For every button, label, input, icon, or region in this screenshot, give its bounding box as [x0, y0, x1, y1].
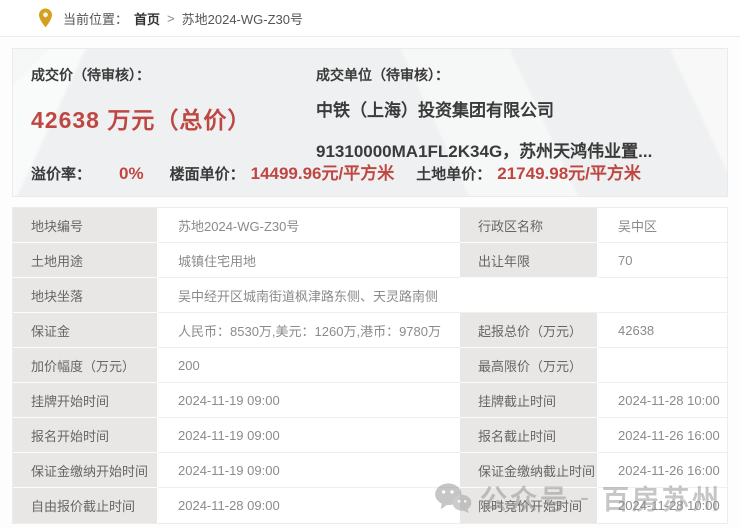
floor-price-label: 楼面单价：: [169, 166, 245, 183]
table-value-cell: 人民币：8530万,美元：1260万,港币：9780万: [158, 313, 460, 348]
deal-unit-company-name: 中铁（上海）投资集团有限公司: [316, 101, 554, 120]
table-value-cell: 2024-11-19 09:00: [158, 453, 460, 488]
table-label-cell: 出让年限: [460, 243, 598, 278]
table-row: 报名开始时间 2024-11-19 09:00 报名截止时间 2024-11-2…: [13, 418, 727, 453]
floor-price-value: 14499.96元/平方米: [250, 164, 395, 183]
deal-price-block: 成交价（待审核）： 42638 万元（总价）: [31, 65, 303, 167]
breadcrumb-separator: >: [167, 10, 175, 26]
deal-price-label: 成交价（待审核）：: [31, 67, 150, 83]
table-value-cell: 苏地2024-WG-Z30号: [158, 208, 460, 243]
table-row: 挂牌开始时间 2024-11-19 09:00 挂牌截止时间 2024-11-2…: [13, 383, 727, 418]
table-label-cell: 起报总价（万元）: [460, 313, 598, 348]
breadcrumb: 当前位置： 首页 > 苏地2024-WG-Z30号: [0, 0, 740, 37]
table-value-cell: 2024-11-28 10:00: [618, 498, 720, 513]
table-label-cell: 最高限价（万元）: [460, 348, 598, 383]
table-label-cell: 土地用途: [13, 243, 158, 278]
table-value-cell: 70: [598, 243, 727, 278]
table-value-cell: 200: [158, 348, 460, 383]
table-value-cell: 吴中区: [598, 208, 727, 243]
table-value-cell: 城镇住宅用地: [158, 243, 460, 278]
deal-unit-label: 成交单位（待审核）：: [316, 67, 449, 83]
table-value-cell: 2024-11-26 16:00: [598, 453, 727, 488]
deal-unit-company-code: 91310000MA1FL2K34G，苏州天鸿伟业置...: [316, 142, 653, 161]
table-label-cell: 自由报价截止时间: [13, 488, 158, 523]
table-row: 保证金缴纳开始时间 2024-11-19 09:00 保证金缴纳截止时间 202…: [13, 453, 727, 488]
deal-summary-card: 成交价（待审核）： 42638 万元（总价） 成交单位（待审核）： 中铁（上海）…: [12, 48, 728, 197]
table-label-cell: 挂牌开始时间: [13, 383, 158, 418]
table-row: 地块编号 苏地2024-WG-Z30号 行政区名称 吴中区: [13, 208, 727, 243]
table-label-cell: 限时竞价开始时间: [460, 488, 598, 523]
table-row: 土地用途 城镇住宅用地 出让年限 70: [13, 243, 727, 278]
table-label-cell: 保证金缴纳开始时间: [13, 453, 158, 488]
premium-rate-label: 溢价率：: [31, 166, 92, 183]
table-label-cell: 地块编号: [13, 208, 158, 243]
table-value-cell-empty: [598, 348, 727, 383]
breadcrumb-location-label: 当前位置：: [63, 11, 129, 27]
table-row: 保证金 人民币：8530万,美元：1260万,港币：9780万 起报总价（万元）…: [13, 313, 727, 348]
table-row: 地块坐落 吴中经开区城南街道枫津路东侧、天灵路南侧: [13, 278, 727, 313]
breadcrumb-current-page: 苏地2024-WG-Z30号: [181, 11, 303, 27]
premium-rate-value: 0%: [119, 164, 144, 183]
parcel-detail-table: 地块编号 苏地2024-WG-Z30号 行政区名称 吴中区 土地用途 城镇住宅用…: [12, 207, 728, 524]
table-label-cell: 报名截止时间: [460, 418, 598, 453]
table-label-cell: 行政区名称: [460, 208, 598, 243]
deal-unit-block: 成交单位（待审核）： 中铁（上海）投资集团有限公司 91310000MA1FL2…: [303, 65, 709, 167]
table-value-cell: 2024-11-28 09:00: [178, 498, 280, 513]
table-value-cell: 2024-11-26 16:00: [598, 418, 727, 453]
table-label-cell: 挂牌截止时间: [460, 383, 598, 418]
table-label-cell: 保证金缴纳截止时间: [460, 453, 598, 488]
table-label-cell: 保证金: [13, 313, 158, 348]
table-value-cell: 42638: [598, 313, 727, 348]
table-row: 加价幅度（万元） 200 最高限价（万元）: [13, 348, 727, 383]
table-label-cell: 报名开始时间: [13, 418, 158, 453]
deal-price-value: 42638 万元（总价）: [31, 107, 252, 133]
table-value-cell-fullwidth: 吴中经开区城南街道枫津路东侧、天灵路南侧: [158, 278, 727, 313]
table-value-cell: 2024-11-28 10:00: [598, 383, 727, 418]
table-value-cell: 2024-11-19 09:00: [158, 418, 460, 453]
breadcrumb-home-link[interactable]: 首页: [134, 11, 161, 27]
deal-stats-row: 溢价率： 0% 楼面单价： 14499.96元/平方米 土地单价： 21749.…: [31, 159, 709, 184]
table-row: 自由报价截止时间 2024-11-28 09:00 限时竞价开始时间 2024-…: [13, 488, 727, 523]
table-label-cell: 加价幅度（万元）: [13, 348, 158, 383]
land-price-label: 土地单价：: [416, 166, 492, 183]
table-value-cell: 2024-11-19 09:00: [158, 383, 460, 418]
table-label-cell: 地块坐落: [13, 278, 158, 313]
location-pin-icon: [39, 8, 52, 28]
land-price-value: 21749.98元/平方米: [497, 164, 641, 183]
